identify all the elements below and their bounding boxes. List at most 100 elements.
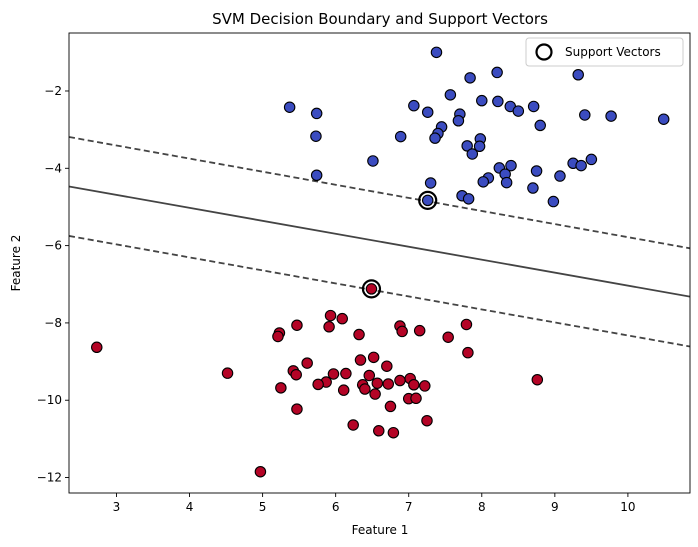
data-point-class-top	[421, 194, 434, 207]
legend-label-support-vectors: Support Vectors	[565, 45, 661, 59]
data-point-class-bottom	[371, 377, 384, 389]
data-point-class-top	[605, 110, 617, 122]
data-point-class-bottom	[354, 354, 367, 366]
x-tick-label: 5	[259, 500, 267, 514]
data-point-class-top	[310, 107, 323, 120]
data-point-class-bottom	[363, 369, 376, 382]
data-point-class-top	[421, 106, 434, 118]
data-point-class-bottom	[413, 324, 426, 337]
data-point-class-bottom	[272, 330, 284, 343]
data-point-class-bottom	[327, 368, 340, 380]
data-point-class-top	[534, 119, 546, 132]
data-point-class-top	[579, 109, 591, 121]
margin-line-upper	[69, 136, 690, 250]
x-axis-label: Feature 1	[352, 523, 409, 537]
data-point-class-bottom	[254, 465, 267, 478]
data-point-class-top	[554, 170, 566, 182]
data-point-class-top	[476, 94, 488, 107]
data-point-class-bottom	[301, 357, 313, 369]
data-point-class-top	[527, 182, 539, 194]
data-point-class-top	[527, 100, 540, 113]
x-tick-label: 8	[478, 500, 486, 514]
data-point-class-bottom	[290, 368, 302, 381]
data-point-class-top	[408, 99, 420, 112]
data-point-class-top	[310, 130, 322, 142]
data-point-class-bottom	[291, 403, 303, 415]
data-point-class-top	[575, 159, 587, 172]
data-point-class-bottom	[291, 319, 303, 331]
y-axis-label: Feature 2	[9, 235, 23, 292]
data-point-class-bottom	[396, 325, 408, 338]
data-point-class-bottom	[337, 384, 350, 396]
support-vector-ring	[418, 190, 438, 210]
data-point-class-bottom	[275, 382, 287, 394]
y-tick-label: −6	[44, 239, 62, 253]
x-tick-label: 10	[620, 500, 635, 514]
data-point-class-top	[547, 195, 560, 208]
data-point-class-bottom	[382, 378, 395, 390]
data-point-class-top	[473, 140, 486, 153]
data-point-class-top	[310, 169, 323, 182]
data-point-class-bottom	[384, 400, 397, 413]
data-point-class-bottom	[462, 346, 474, 359]
data-point-class-bottom	[221, 367, 234, 379]
data-point-class-top	[477, 176, 489, 188]
data-point-class-top	[491, 66, 503, 79]
y-tick-label: −12	[37, 471, 62, 485]
data-point-class-bottom	[365, 283, 378, 295]
data-point-class-bottom	[324, 309, 337, 322]
data-point-class-bottom	[531, 373, 544, 386]
data-point-class-bottom	[347, 419, 359, 431]
data-point-class-bottom	[312, 378, 324, 391]
data-point-class-bottom	[336, 312, 348, 325]
data-point-class-bottom	[394, 374, 406, 387]
x-tick-label: 4	[186, 500, 194, 514]
data-point-class-top	[444, 89, 457, 101]
support-vector-markers	[361, 190, 438, 299]
x-tick-label: 7	[405, 500, 413, 514]
x-axis-ticks: 3 4 5 6 7 8 9 10	[113, 493, 636, 514]
data-point-class-top	[461, 140, 473, 152]
plot-area-frame	[68, 32, 691, 494]
data-point-class-top	[512, 105, 525, 117]
data-point-class-bottom	[387, 426, 400, 439]
legend: Support Vectors	[525, 37, 684, 67]
data-point-class-top	[466, 148, 479, 160]
decision-lines	[69, 136, 690, 348]
data-point-class-top	[452, 114, 465, 127]
data-point-class-top	[462, 193, 475, 205]
data-points	[91, 46, 670, 478]
data-point-class-bottom	[442, 331, 454, 343]
data-point-class-top	[283, 101, 296, 113]
data-point-class-bottom	[323, 321, 335, 333]
data-point-class-bottom	[353, 328, 365, 341]
data-point-class-top	[530, 165, 543, 177]
legend-box	[525, 37, 684, 67]
data-point-class-top	[572, 68, 584, 81]
data-point-class-top	[505, 159, 517, 172]
data-point-class-bottom	[419, 380, 431, 392]
data-point-class-bottom	[369, 388, 381, 400]
data-point-class-top	[394, 130, 407, 143]
data-point-class-bottom	[381, 360, 393, 372]
data-point-class-bottom	[367, 351, 380, 364]
y-axis-ticks: −2 −4 −6 −8 −10 −12	[37, 84, 69, 485]
x-tick-label: 9	[551, 500, 559, 514]
data-point-class-top	[464, 72, 476, 84]
data-point-class-top	[424, 177, 437, 189]
x-tick-label: 3	[113, 500, 121, 514]
data-point-class-bottom	[410, 392, 422, 405]
data-point-class-top	[500, 176, 513, 189]
data-point-class-bottom	[408, 379, 420, 391]
data-point-class-bottom	[421, 414, 433, 427]
y-tick-label: −2	[44, 84, 62, 98]
x-tick-label: 6	[332, 500, 340, 514]
y-tick-label: −10	[37, 393, 62, 407]
data-point-class-bottom	[91, 341, 103, 354]
data-point-class-bottom	[340, 367, 352, 380]
data-point-class-bottom	[460, 318, 473, 331]
decision-boundary-line	[69, 185, 690, 298]
data-point-class-top	[367, 155, 379, 167]
data-point-class-bottom	[359, 383, 371, 395]
